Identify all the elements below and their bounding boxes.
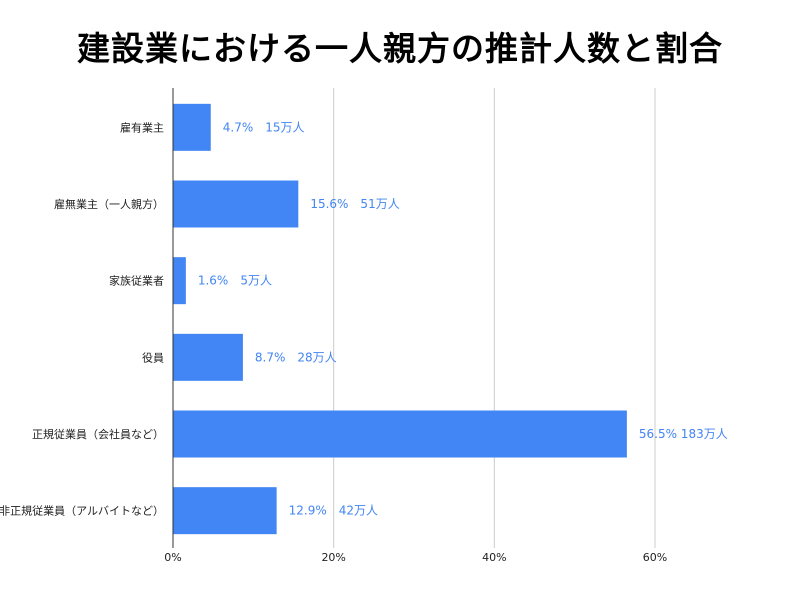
data-label: 1.6% 5万人 (198, 274, 272, 288)
bar (173, 333, 243, 381)
x-tick-label: 20% (321, 551, 345, 564)
data-label: 12.9% 42万人 (289, 504, 378, 518)
category-label: 正規従業員（会社員など） (32, 427, 164, 441)
bar (173, 487, 277, 535)
x-tick-label: 60% (643, 551, 667, 564)
x-tick-label: 0% (164, 551, 181, 564)
data-label: 4.7% 15万人 (223, 120, 305, 134)
bar (173, 257, 186, 305)
data-label: 56.5% 183万人 (639, 427, 728, 441)
chart-title: 建設業における一人親方の推計人数と割合 (77, 29, 723, 68)
bar (173, 410, 627, 458)
category-label: 非正規従業員（アルバイトなど） (0, 504, 164, 518)
category-label: 家族従業者 (109, 274, 164, 288)
data-label: 8.7% 28万人 (255, 350, 337, 364)
category-label: 雇有業主 (120, 120, 164, 134)
x-tick-label: 40% (482, 551, 506, 564)
data-label: 15.6% 51万人 (310, 197, 399, 211)
bar (173, 103, 211, 151)
category-label: 雇無業主（一人親方） (54, 197, 164, 211)
category-label: 役員 (142, 350, 164, 364)
bar (173, 180, 299, 228)
